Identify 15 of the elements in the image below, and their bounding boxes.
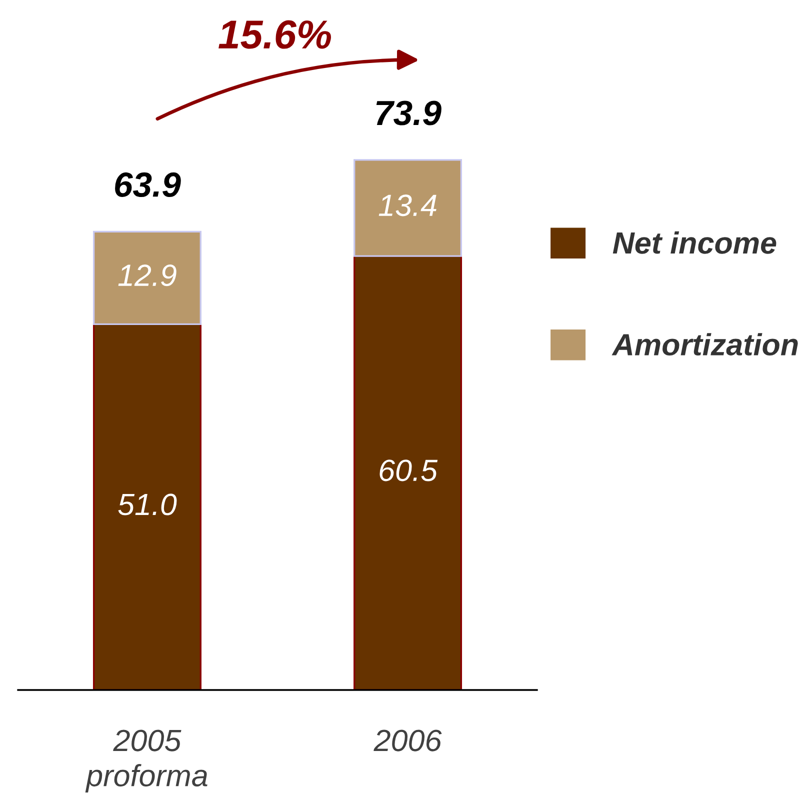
- x-tick-label: 2005 proforma: [85, 730, 208, 792]
- bar: [92, 230, 202, 326]
- text: 15.6%: [218, 20, 331, 49]
- total-label: 73.9: [376, 100, 442, 126]
- data-label: 13.4: [378, 194, 436, 216]
- data-label: 60.5: [380, 460, 438, 482]
- legend-label: Net income: [612, 231, 776, 254]
- data-label: 51.0: [118, 494, 177, 516]
- data-label: 12.9: [118, 264, 176, 286]
- legend-label: Amortization: [612, 333, 798, 356]
- bar: [92, 323, 202, 690]
- total-label: 63.9: [115, 172, 181, 198]
- bar: [354, 159, 462, 257]
- x-tick-label: 2006: [374, 730, 442, 752]
- bar: [354, 255, 462, 690]
